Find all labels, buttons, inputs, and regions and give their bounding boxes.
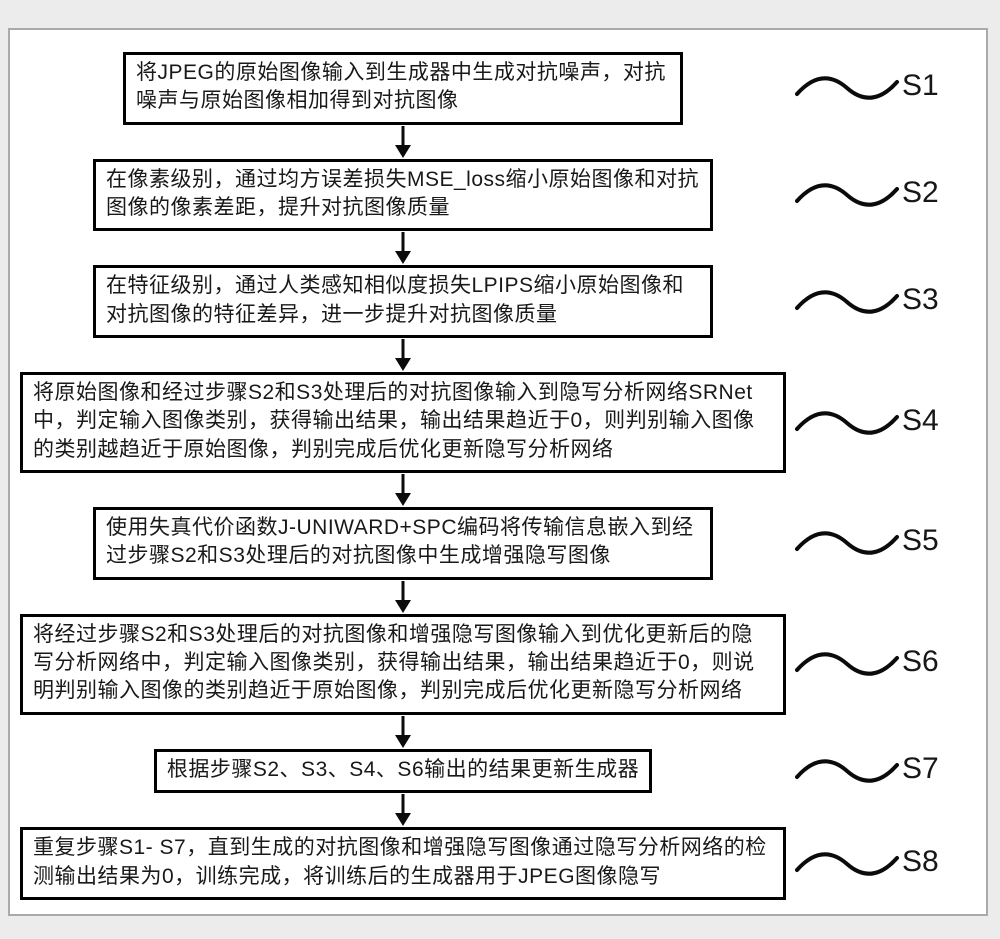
step-row: 使用失真代价函数J-UNIWARD+SPC编码将传输信息嵌入到经过步骤S2和S3… bbox=[18, 507, 978, 580]
step-row: 重复步骤S1- S7，直到生成的对抗图像和增强隐写图像通过隐写分析网络的检测输出… bbox=[18, 827, 978, 900]
arrow-row bbox=[18, 580, 978, 614]
step-label: S8 bbox=[902, 845, 939, 879]
step-label: S3 bbox=[902, 283, 939, 317]
step-label-col: S5 bbox=[788, 525, 978, 561]
box-col: 根据步骤S2、S3、S4、S6输出的结果更新生成器 bbox=[18, 749, 788, 793]
step-label-col: S6 bbox=[788, 646, 978, 682]
wave-icon bbox=[792, 753, 902, 789]
step-row: 将原始图像和经过步骤S2和S3处理后的对抗图像输入到隐写分析网络SRNet中，判… bbox=[18, 372, 978, 473]
step-box-s7: 根据步骤S2、S3、S4、S6输出的结果更新生成器 bbox=[154, 749, 652, 793]
box-col: 将JPEG的原始图像输入到生成器中生成对抗噪声，对抗噪声与原始图像相加得到对抗图… bbox=[18, 52, 788, 125]
arrow-down-icon bbox=[389, 580, 417, 614]
box-col: 在特征级别，通过人类感知相似度损失LPIPS缩小原始图像和对抗图像的特征差异，进… bbox=[18, 265, 788, 338]
step-box-s1: 将JPEG的原始图像输入到生成器中生成对抗噪声，对抗噪声与原始图像相加得到对抗图… bbox=[123, 52, 683, 125]
step-label: S2 bbox=[902, 176, 939, 210]
step-label-col: S2 bbox=[788, 177, 978, 213]
arrow-down-icon bbox=[389, 715, 417, 749]
arrow-row bbox=[18, 715, 978, 749]
wave-icon bbox=[792, 405, 902, 441]
step-text: 将JPEG的原始图像输入到生成器中生成对抗噪声，对抗噪声与原始图像相加得到对抗图… bbox=[136, 61, 666, 112]
step-row: 根据步骤S2、S3、S4、S6输出的结果更新生成器 S7 bbox=[18, 749, 978, 793]
step-row: 在像素级别，通过均方误差损失MSE_loss缩小原始图像和对抗图像的像素差距，提… bbox=[18, 159, 978, 232]
step-text: 在特征级别，通过人类感知相似度损失LPIPS缩小原始图像和对抗图像的特征差异，进… bbox=[106, 274, 684, 325]
box-col: 使用失真代价函数J-UNIWARD+SPC编码将传输信息嵌入到经过步骤S2和S3… bbox=[18, 507, 788, 580]
arrow-row bbox=[18, 793, 978, 827]
arrow-down-icon bbox=[389, 231, 417, 265]
step-label-col: S4 bbox=[788, 405, 978, 441]
flowchart-panel: 将JPEG的原始图像输入到生成器中生成对抗噪声，对抗噪声与原始图像相加得到对抗图… bbox=[8, 28, 988, 916]
box-col: 将经过步骤S2和S3处理后的对抗图像和增强隐写图像输入到优化更新后的隐写分析网络… bbox=[18, 614, 788, 715]
step-text: 重复步骤S1- S7，直到生成的对抗图像和增强隐写图像通过隐写分析网络的检测输出… bbox=[33, 836, 767, 887]
wave-icon bbox=[792, 525, 902, 561]
step-row: 在特征级别，通过人类感知相似度损失LPIPS缩小原始图像和对抗图像的特征差异，进… bbox=[18, 265, 978, 338]
box-col: 将原始图像和经过步骤S2和S3处理后的对抗图像输入到隐写分析网络SRNet中，判… bbox=[18, 372, 788, 473]
step-box-s3: 在特征级别，通过人类感知相似度损失LPIPS缩小原始图像和对抗图像的特征差异，进… bbox=[93, 265, 713, 338]
step-text: 在像素级别，通过均方误差损失MSE_loss缩小原始图像和对抗图像的像素差距，提… bbox=[106, 168, 699, 219]
arrow-row bbox=[18, 125, 978, 159]
step-box-s2: 在像素级别，通过均方误差损失MSE_loss缩小原始图像和对抗图像的像素差距，提… bbox=[93, 159, 713, 232]
arrow-down-icon bbox=[389, 125, 417, 159]
wave-icon bbox=[792, 70, 902, 106]
box-col: 重复步骤S1- S7，直到生成的对抗图像和增强隐写图像通过隐写分析网络的检测输出… bbox=[18, 827, 788, 900]
step-box-s5: 使用失真代价函数J-UNIWARD+SPC编码将传输信息嵌入到经过步骤S2和S3… bbox=[93, 507, 713, 580]
step-text: 将经过步骤S2和S3处理后的对抗图像和增强隐写图像输入到优化更新后的隐写分析网络… bbox=[33, 623, 755, 703]
step-box-s4: 将原始图像和经过步骤S2和S3处理后的对抗图像输入到隐写分析网络SRNet中，判… bbox=[20, 372, 786, 473]
arrow-down-icon bbox=[389, 338, 417, 372]
step-label: S6 bbox=[902, 645, 939, 679]
arrow-row bbox=[18, 231, 978, 265]
step-text: 将原始图像和经过步骤S2和S3处理后的对抗图像输入到隐写分析网络SRNet中，判… bbox=[33, 381, 755, 461]
step-label-col: S1 bbox=[788, 70, 978, 106]
wave-icon bbox=[792, 646, 902, 682]
step-text: 根据步骤S2、S3、S4、S6输出的结果更新生成器 bbox=[167, 758, 639, 781]
arrow-row bbox=[18, 473, 978, 507]
step-label-col: S7 bbox=[788, 753, 978, 789]
step-label-col: S3 bbox=[788, 284, 978, 320]
step-row: 将经过步骤S2和S3处理后的对抗图像和增强隐写图像输入到优化更新后的隐写分析网络… bbox=[18, 614, 978, 715]
arrow-row bbox=[18, 338, 978, 372]
wave-icon bbox=[792, 177, 902, 213]
step-label: S7 bbox=[902, 752, 939, 786]
step-text: 使用失真代价函数J-UNIWARD+SPC编码将传输信息嵌入到经过步骤S2和S3… bbox=[106, 516, 693, 567]
wave-icon bbox=[792, 846, 902, 882]
step-label: S5 bbox=[902, 524, 939, 558]
arrow-down-icon bbox=[389, 473, 417, 507]
step-label-col: S8 bbox=[788, 846, 978, 882]
step-box-s6: 将经过步骤S2和S3处理后的对抗图像和增强隐写图像输入到优化更新后的隐写分析网络… bbox=[20, 614, 786, 715]
arrow-down-icon bbox=[389, 793, 417, 827]
step-row: 将JPEG的原始图像输入到生成器中生成对抗噪声，对抗噪声与原始图像相加得到对抗图… bbox=[18, 52, 978, 125]
step-label: S4 bbox=[902, 404, 939, 438]
step-label: S1 bbox=[902, 69, 939, 103]
step-box-s8: 重复步骤S1- S7，直到生成的对抗图像和增强隐写图像通过隐写分析网络的检测输出… bbox=[20, 827, 786, 900]
box-col: 在像素级别，通过均方误差损失MSE_loss缩小原始图像和对抗图像的像素差距，提… bbox=[18, 159, 788, 232]
wave-icon bbox=[792, 284, 902, 320]
